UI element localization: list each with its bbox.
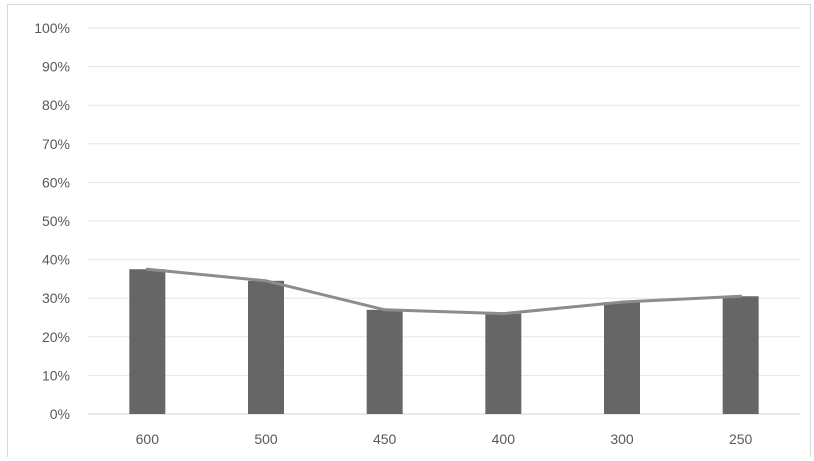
y-tick-label: 70%: [42, 136, 70, 152]
bar: [722, 296, 759, 414]
y-tick-label: 10%: [42, 367, 70, 383]
line-point: [264, 279, 268, 283]
x-tick-label: 500: [254, 431, 278, 447]
x-axis-tick-labels: 600 500 450 400 300 250: [136, 431, 753, 447]
y-tick-label: 90%: [42, 59, 70, 75]
bar: [248, 280, 284, 414]
line-point: [739, 294, 743, 298]
y-tick-label: 40%: [42, 252, 70, 268]
y-axis-tick-labels: 0% 10% 20% 30% 40% 50% 60% 70% 80% 90% 100%: [34, 20, 70, 422]
x-tick-label: 400: [492, 431, 516, 447]
bar: [604, 302, 640, 414]
y-tick-label: 20%: [42, 329, 70, 345]
gridlines: [88, 27, 800, 415]
line-series-path: [145, 267, 743, 316]
line-point: [501, 312, 505, 316]
y-tick-label: 60%: [42, 174, 70, 190]
y-tick-label: 50%: [42, 213, 70, 229]
x-tick-label: 600: [136, 431, 160, 447]
line-point: [383, 308, 387, 312]
bar: [485, 313, 522, 414]
line-point: [620, 300, 624, 304]
y-tick-label: 80%: [42, 97, 70, 113]
bar-series: [129, 269, 759, 414]
x-tick-label: 450: [373, 431, 397, 447]
y-tick-label: 30%: [42, 290, 70, 306]
y-tick-label: 0%: [50, 406, 70, 422]
x-tick-label: 250: [729, 431, 753, 447]
line-series: [145, 267, 743, 316]
y-tick-label: 100%: [34, 20, 70, 36]
x-tick-label: 300: [610, 431, 634, 447]
bar: [366, 309, 403, 414]
bar: [129, 269, 166, 414]
line-point: [145, 267, 149, 271]
